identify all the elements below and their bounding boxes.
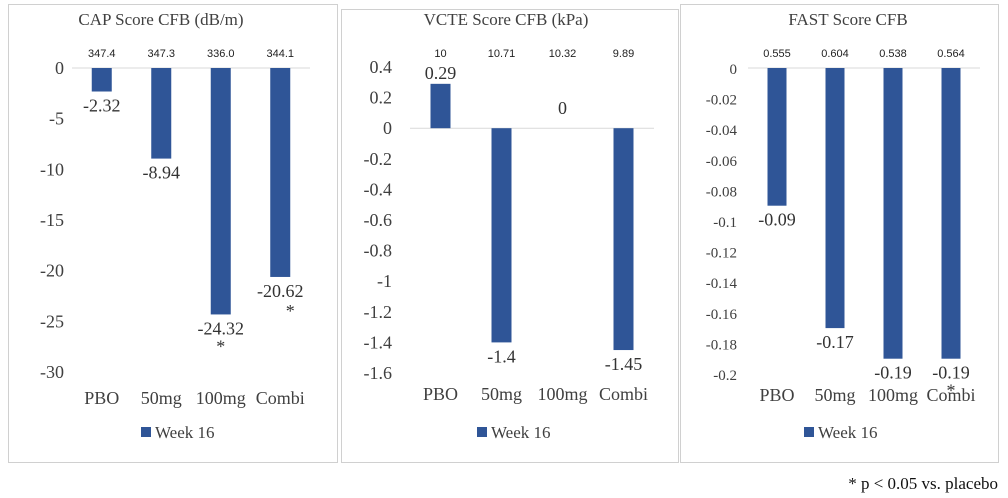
bar-pbo [767, 68, 787, 206]
y-tick-label: 0 [383, 118, 392, 138]
x-category-label: 100mg [868, 385, 918, 405]
bar-50mg [825, 68, 845, 329]
y-tick-label: -0.06 [706, 154, 738, 170]
x-category-label: 50mg [481, 384, 522, 404]
significance-star: * [216, 336, 225, 356]
bar-100mg [210, 68, 231, 315]
y-tick-label: -0.02 [706, 93, 737, 109]
y-tick-label: -0.04 [706, 123, 738, 139]
bar-combi [613, 128, 634, 351]
y-tick-label: -0.8 [364, 241, 393, 261]
chart-title: CAP Score CFB (dB/m) [78, 10, 243, 29]
baseline-value: 10.32 [549, 48, 577, 60]
bar-100mg [883, 68, 903, 359]
baseline-value: 10 [434, 48, 446, 60]
data-label: -0.19 [932, 363, 970, 383]
baseline-value: 336.0 [207, 48, 235, 60]
data-label: -24.32 [198, 318, 245, 338]
data-label: -1.45 [605, 354, 643, 374]
y-tick-label: 0 [730, 62, 738, 78]
y-tick-label: -1.6 [364, 363, 393, 383]
baseline-value: 347.4 [88, 48, 116, 60]
data-label: -20.62 [257, 281, 304, 301]
baseline-value: 0.564 [937, 48, 965, 60]
bar-pbo [430, 83, 451, 129]
legend-label: Week 16 [155, 423, 215, 442]
x-category-label: 100mg [196, 388, 246, 408]
legend-label: Week 16 [491, 423, 551, 442]
data-label: -0.17 [816, 332, 854, 352]
x-category-label: 50mg [814, 385, 855, 405]
y-tick-label: -0.1 [713, 215, 737, 231]
legend-swatch [477, 427, 487, 437]
bar-combi [270, 68, 291, 277]
baseline-value: 0.604 [821, 48, 849, 60]
data-label: -0.19 [874, 363, 912, 383]
x-category-label: PBO [423, 384, 458, 404]
x-category-label: PBO [759, 385, 794, 405]
y-tick-label: -30 [40, 362, 64, 382]
y-tick-label: -0.4 [364, 179, 393, 199]
legend-swatch [804, 427, 814, 437]
legend-label: Week 16 [818, 423, 878, 442]
y-tick-label: -15 [40, 210, 64, 230]
data-label: -1.4 [487, 346, 516, 366]
y-tick-label: -0.2 [364, 149, 393, 169]
y-tick-label: -5 [49, 109, 64, 129]
bar-pbo [91, 68, 112, 92]
chart-title: VCTE Score CFB (kPa) [424, 10, 589, 29]
y-tick-label: -0.08 [706, 184, 737, 200]
baseline-value: 347.3 [147, 48, 175, 60]
y-tick-label: -0.16 [706, 307, 738, 323]
y-tick-label: -25 [40, 311, 64, 331]
bar-50mg [151, 68, 172, 159]
y-tick-label: -1.4 [364, 332, 393, 352]
x-category-label: Combi [256, 388, 305, 408]
chart-title: FAST Score CFB [788, 10, 907, 29]
data-label: -8.94 [143, 163, 181, 183]
data-label: -0.09 [758, 210, 796, 230]
chart-panel-1: CAP Score CFB (dB/m) 0 -5 -10 -15 -20 -25 -30 -2… [8, 4, 338, 463]
baseline-value: 9.89 [613, 48, 634, 60]
chart-panel-2: VCTE Score CFB (kPa) 0.4 0.2 0 -0.2 -0.4 -0.6 -… [341, 9, 679, 463]
x-category-label: Combi [599, 384, 648, 404]
y-tick-label: -0.12 [706, 246, 737, 262]
significance-star: * [286, 301, 295, 321]
data-label: -2.32 [83, 96, 121, 116]
chart-panel-3: FAST Score CFB 0 -0.02 -0.04 -0.06 -0.08 -0.1 -… [680, 4, 999, 463]
baseline-value: 0.538 [879, 48, 907, 60]
y-tick-label: -20 [40, 261, 64, 281]
y-tick-label: -0.18 [706, 337, 737, 353]
x-category-label: PBO [84, 388, 119, 408]
y-tick-label: 0 [55, 58, 64, 78]
y-tick-label: -1 [377, 271, 392, 291]
x-category-label: Combi [926, 385, 975, 405]
legend-swatch [141, 427, 151, 437]
y-tick-label: 0.4 [370, 57, 393, 77]
significance-star: * [947, 381, 956, 401]
x-category-label: 50mg [141, 388, 182, 408]
data-label: 0.29 [425, 63, 457, 83]
y-tick-label: -0.14 [706, 276, 738, 292]
y-tick-label: -0.6 [364, 210, 393, 230]
y-tick-label: -0.2 [713, 368, 737, 384]
bar-combi [941, 68, 961, 359]
y-tick-label: -1.2 [364, 302, 393, 322]
bar-50mg [491, 128, 512, 343]
y-tick-label: 0.2 [370, 88, 393, 108]
y-tick-label: -10 [40, 159, 64, 179]
data-label: 0 [558, 98, 567, 118]
footnote: * p < 0.05 vs. placebo [848, 474, 998, 493]
baseline-value: 344.1 [266, 48, 294, 60]
baseline-value: 10.71 [488, 48, 516, 60]
baseline-value: 0.555 [763, 48, 791, 60]
x-category-label: 100mg [537, 384, 587, 404]
